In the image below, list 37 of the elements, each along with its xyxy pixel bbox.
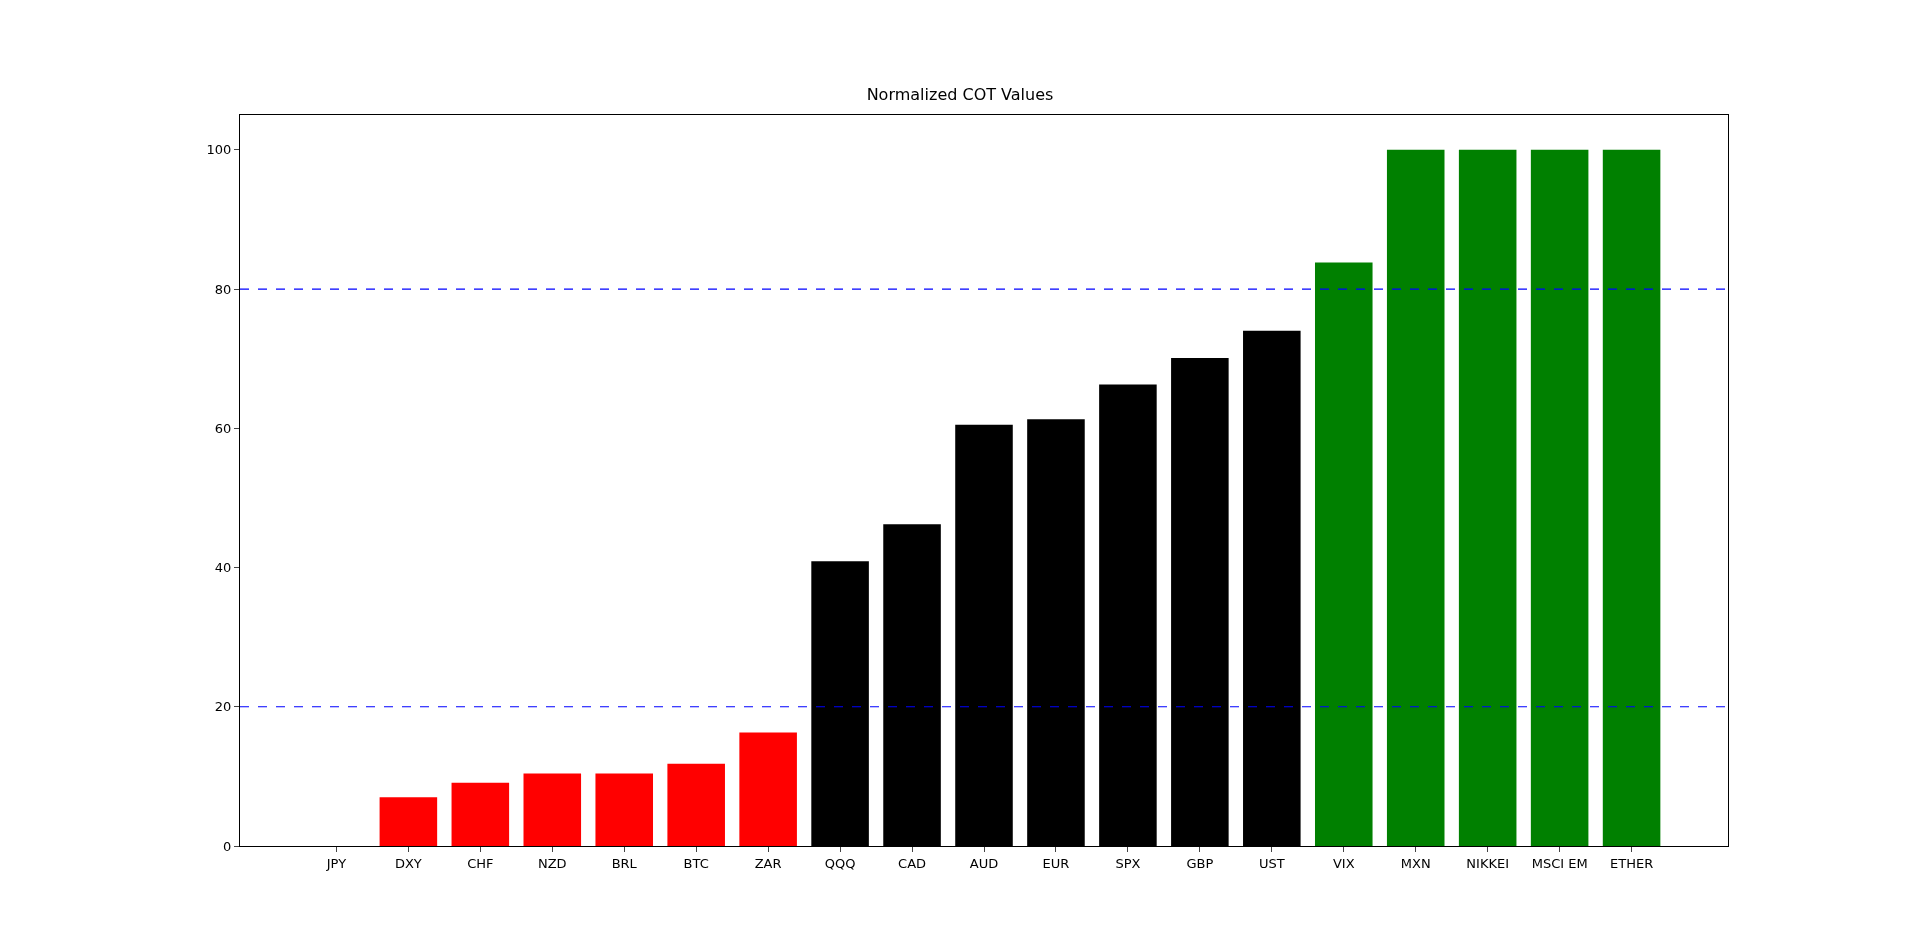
bar: [1602, 149, 1661, 846]
y-tick-label: 100: [206, 142, 232, 158]
x-tick-label: ETHER: [1609, 855, 1654, 871]
x-tick-label: MSCI EM: [1531, 855, 1588, 871]
x-tick-label: GBP: [1186, 855, 1214, 871]
bar: [1314, 262, 1373, 846]
x-tick-label: QQQ: [824, 855, 856, 871]
x-tick-label: DXY: [394, 855, 422, 871]
x-tick-label: NZD: [537, 855, 567, 871]
x-tick-label: SPX: [1115, 855, 1141, 871]
y-tick-label: 0: [223, 838, 232, 854]
x-tick-label: CAD: [898, 855, 927, 871]
x-tick-label: VIX: [1332, 855, 1355, 871]
bar: [739, 732, 797, 846]
x-tick-label: UST: [1258, 855, 1285, 871]
bar: [379, 797, 438, 846]
x-tick-label: JPY: [325, 855, 347, 871]
x-tick-label: BTC: [683, 855, 709, 871]
x-tick-label: ZAR: [754, 855, 782, 871]
x-tick-label: CHF: [467, 855, 494, 871]
bar: [1530, 149, 1589, 846]
x-tick-label: AUD: [969, 855, 999, 871]
bar: [451, 782, 510, 846]
bar: [667, 763, 725, 846]
bar: [1458, 149, 1517, 846]
chart-title: Normalized COT Values: [866, 85, 1054, 104]
x-tick-label: BRL: [611, 855, 638, 871]
bar: [595, 773, 654, 846]
y-tick-label: 20: [214, 699, 232, 715]
x-tick-label: EUR: [1042, 855, 1070, 871]
bar: [1386, 149, 1445, 846]
y-tick-label: 60: [214, 420, 232, 436]
y-tick-label: 80: [214, 281, 232, 297]
x-tick-label: MXN: [1400, 855, 1431, 871]
bar: [523, 773, 582, 846]
y-tick-label: 40: [214, 560, 232, 576]
x-tick-label: NIKKEI: [1466, 855, 1510, 871]
